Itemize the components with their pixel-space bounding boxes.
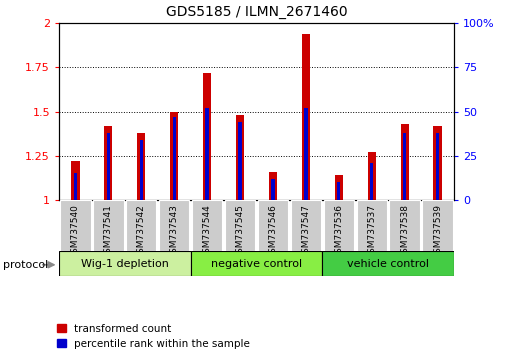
Bar [401,124,409,200]
Bar [389,200,420,251]
Bar [61,200,91,251]
Bar [322,251,454,276]
Bar [104,126,112,200]
Bar [324,200,354,251]
Bar [239,122,242,200]
Bar [403,133,406,200]
Text: protocol: protocol [3,260,48,270]
Text: GSM737544: GSM737544 [203,204,212,259]
Text: GSM737547: GSM737547 [301,204,310,259]
Text: GSM737536: GSM737536 [334,204,343,259]
Bar [126,200,156,251]
Bar [236,115,244,200]
Text: Wig-1 depletion: Wig-1 depletion [81,259,169,269]
Bar [368,152,376,200]
Text: GSM737541: GSM737541 [104,204,113,259]
Bar [74,173,77,200]
Bar [159,200,189,251]
Bar [291,200,321,251]
Bar [436,133,439,200]
Text: GSM737539: GSM737539 [433,204,442,259]
Text: GSM737543: GSM737543 [170,204,179,259]
Bar [192,200,222,251]
Bar [170,112,179,200]
Bar [71,161,80,200]
Bar [304,108,307,200]
Bar [269,172,277,200]
Bar [433,126,442,200]
Text: GSM737540: GSM737540 [71,204,80,259]
Bar [225,200,255,251]
Bar [271,179,274,200]
Legend: transformed count, percentile rank within the sample: transformed count, percentile rank withi… [56,324,250,349]
Bar [206,108,209,200]
Bar [258,200,288,251]
Text: GSM737542: GSM737542 [137,204,146,259]
Bar [370,163,373,200]
Text: vehicle control: vehicle control [347,259,429,269]
Text: GSM737537: GSM737537 [367,204,376,259]
Text: GSM737546: GSM737546 [268,204,278,259]
Bar [357,200,387,251]
Title: GDS5185 / ILMN_2671460: GDS5185 / ILMN_2671460 [166,5,347,19]
Bar [107,133,110,200]
Text: GSM737538: GSM737538 [400,204,409,259]
Bar [172,117,176,200]
Bar [137,133,145,200]
Text: negative control: negative control [211,259,302,269]
Bar [191,251,322,276]
Bar [59,251,191,276]
Text: GSM737545: GSM737545 [235,204,245,259]
Bar [302,34,310,200]
Bar [337,182,341,200]
Bar [140,140,143,200]
Bar [203,73,211,200]
Bar [334,175,343,200]
Bar [422,200,452,251]
Bar [93,200,124,251]
